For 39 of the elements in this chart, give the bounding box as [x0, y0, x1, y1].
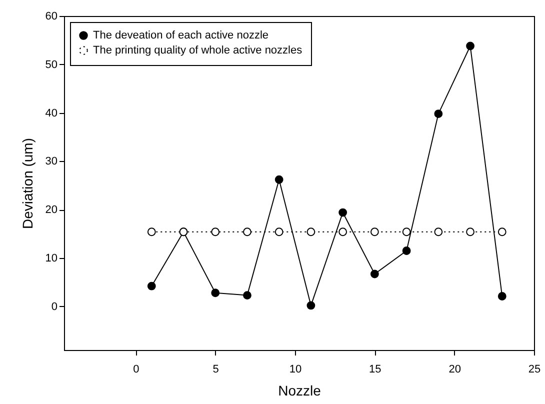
point	[243, 228, 252, 236]
point	[466, 228, 474, 236]
point	[274, 228, 284, 236]
y-tick-label: 40	[45, 107, 58, 120]
point	[306, 228, 316, 236]
point	[211, 228, 220, 236]
point	[338, 228, 348, 236]
point	[274, 175, 284, 184]
point	[466, 42, 474, 50]
y-tick-label: 0	[51, 300, 58, 313]
point	[402, 228, 411, 236]
x-tick-label: 20	[448, 364, 461, 376]
point	[306, 301, 316, 310]
x-axis-title: Nozzle	[278, 382, 322, 398]
point	[147, 282, 156, 290]
x-tick-label: 0	[133, 364, 140, 376]
x-tick-label: 15	[369, 364, 382, 376]
point	[370, 228, 379, 236]
y-tick-label: 60	[45, 10, 58, 22]
legend-label: The deveation of each active nozzle	[93, 30, 269, 42]
y-tick-label: 50	[45, 58, 58, 71]
x-tick-label: 5	[212, 364, 219, 376]
point	[498, 228, 506, 236]
y-axis-title: Deviation (um)	[19, 138, 36, 230]
legend-label: The printing quality of whole active nozzles	[93, 44, 303, 56]
point	[243, 291, 252, 300]
x-tick-label: 10	[289, 364, 302, 376]
point	[147, 228, 156, 236]
point	[370, 270, 379, 278]
point	[434, 228, 443, 236]
y-tick-label: 10	[45, 252, 58, 265]
y-tick-label: 30	[45, 156, 58, 168]
point	[211, 288, 220, 298]
point	[434, 110, 443, 118]
x-tick-label: 25	[528, 364, 541, 376]
point	[338, 208, 348, 217]
y-tick-label: 20	[45, 204, 58, 216]
point	[402, 246, 411, 255]
point	[498, 292, 506, 300]
